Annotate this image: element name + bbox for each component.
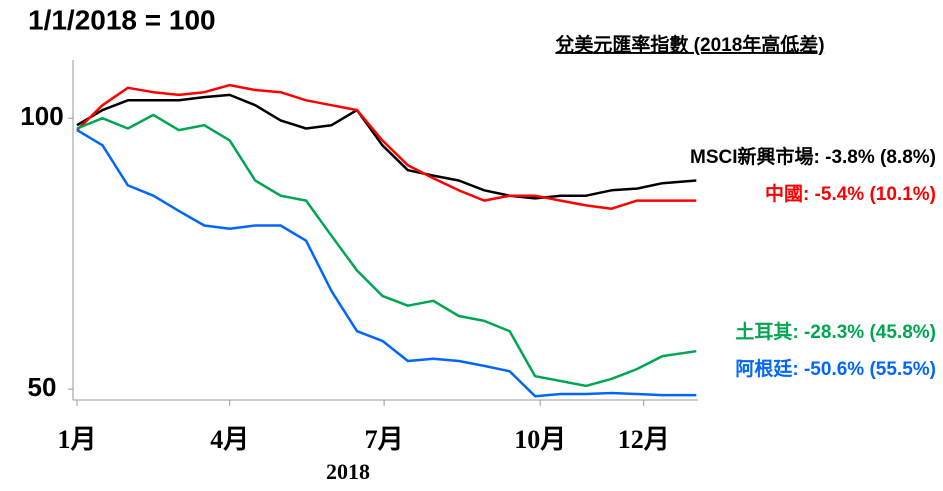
y-tick-label: 50	[28, 372, 57, 402]
chart-subtitle: 兌美元匯率指數 (2018年高低差)	[555, 33, 824, 56]
x-tick-label: 10月	[514, 425, 566, 454]
x-axis-label: 2018	[326, 459, 370, 484]
legend-label: 阿根廷: -50.6% (55.5%)	[735, 357, 936, 380]
y-tick-label: 100	[20, 101, 63, 131]
series-line	[76, 113, 697, 388]
legend-label: 土耳其: -28.3% (45.8%)	[735, 321, 936, 343]
x-tick-label: 7月	[365, 425, 404, 454]
chart-title: 1/1/2018 = 100	[28, 4, 216, 35]
legend-label: MSCI新興市場: -3.8% (8.8%)	[690, 145, 936, 168]
series-line	[76, 129, 697, 398]
x-tick-label: 12月	[618, 425, 670, 454]
x-tick-label: 1月	[57, 425, 96, 454]
series-line	[76, 83, 697, 210]
series-line	[76, 93, 697, 200]
legend-label: 中國: -5.4% (10.1%)	[765, 182, 936, 205]
x-tick-label: 4月	[210, 425, 249, 454]
